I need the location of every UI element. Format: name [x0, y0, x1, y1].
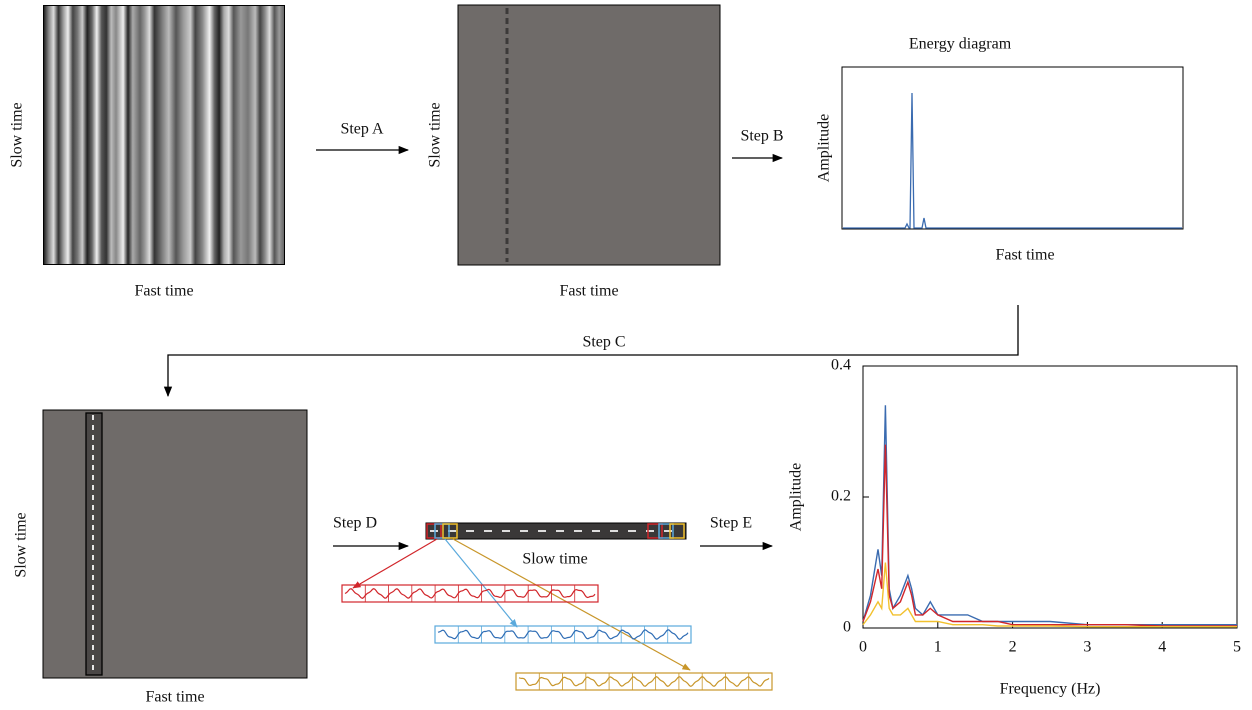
waveform-box: [341, 584, 599, 603]
x-tick-label: 2: [1009, 639, 1017, 656]
y-label: Slow time: [13, 512, 30, 577]
x-label: Fast time: [145, 689, 204, 706]
y-label: Amplitude: [816, 114, 833, 182]
x-tick-label: 1: [934, 639, 942, 656]
energy-frame: [841, 66, 1184, 230]
step-label: Step C: [582, 334, 625, 351]
plot-frame: [862, 365, 1238, 629]
arrow: [444, 538, 518, 628]
window: [669, 523, 685, 539]
window: [434, 523, 450, 539]
step-label: Step D: [333, 515, 377, 532]
x-label: Frequency (Hz): [1000, 681, 1101, 698]
spectrum-line: [862, 562, 1237, 628]
spectrum-chart: 0 1 2 3 4 5 0 0.2 0.4: [831, 357, 1241, 656]
waveform: [437, 629, 689, 640]
raw-radar-image: [43, 5, 285, 265]
y-tick-label: 0.4: [831, 357, 851, 374]
window-waveforms: [341, 584, 773, 691]
x-label: Fast time: [995, 247, 1054, 264]
spectrum-line: [862, 444, 1237, 627]
spectrum-line: [862, 405, 1237, 626]
y-label: Slow time: [9, 102, 26, 167]
y-tick-label: 0.2: [831, 488, 851, 505]
step-label: Step B: [740, 128, 783, 145]
y-label: Amplitude: [788, 463, 805, 531]
waveform-box: [434, 625, 692, 644]
y-label: Slow time: [427, 102, 444, 167]
x-tick-label: 0: [859, 639, 867, 656]
strip-label: Slow time: [522, 551, 587, 568]
energy-title: Energy diagram: [909, 36, 1012, 53]
arrow: [452, 538, 691, 671]
x-label: Fast time: [559, 283, 618, 300]
window: [658, 523, 674, 539]
x-tick-label: 4: [1158, 639, 1166, 656]
x-tick-label: 3: [1083, 639, 1091, 656]
waveform: [518, 676, 770, 687]
energy-curve: [843, 92, 1182, 229]
selected-image: [42, 409, 308, 679]
step-label: Step E: [710, 515, 752, 532]
y-tick-label: 0: [843, 619, 851, 636]
waveform-box: [515, 672, 773, 691]
clutter-removed-image: [457, 4, 721, 266]
arrow: [163, 305, 1019, 398]
window: [647, 523, 663, 539]
waveform: [344, 588, 596, 599]
window: [426, 523, 442, 539]
x-tick-label: 5: [1233, 639, 1241, 656]
x-label: Fast time: [134, 283, 193, 300]
range-bin-selection: [85, 412, 103, 676]
step-label: Step A: [340, 121, 384, 138]
window: [442, 523, 458, 539]
arrow: [352, 538, 438, 589]
